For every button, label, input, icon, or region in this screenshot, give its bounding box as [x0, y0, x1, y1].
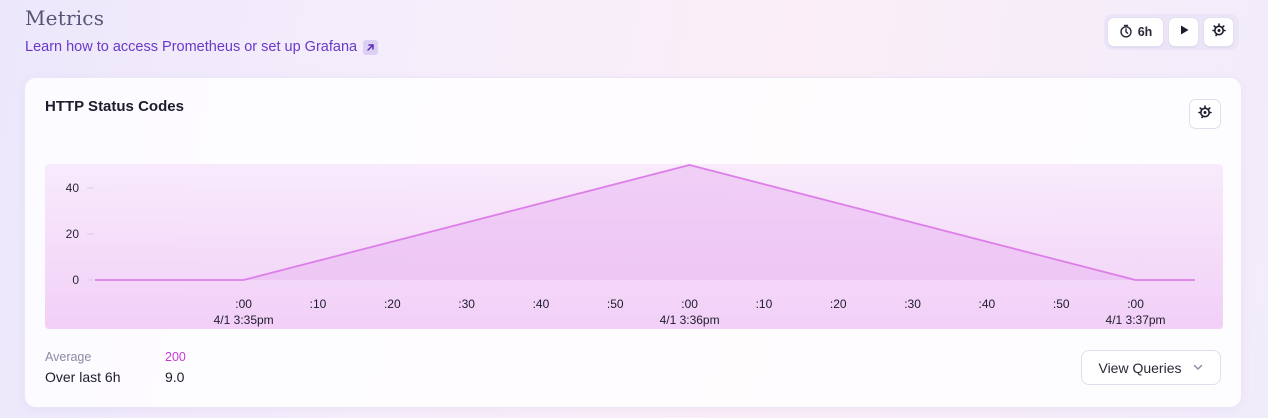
- x-tick-label: :30: [458, 297, 475, 311]
- chart-svg: 0 20 40 :00 4/1 3:35pm :10 :20 :30 :40 :50 :00 4/1 …: [66, 164, 1195, 327]
- series-code-label: 200: [165, 350, 186, 364]
- y-tick-label: 40: [66, 181, 80, 195]
- play-button[interactable]: [1168, 17, 1199, 47]
- time-range-button[interactable]: 6h: [1107, 17, 1164, 47]
- series-area: [95, 165, 1195, 280]
- http-status-card: HTTP Status Codes 0 20 40 :00 4/1 3:35pm :10:…: [24, 77, 1242, 408]
- docs-link[interactable]: Learn how to access Prometheus or set up…: [25, 39, 379, 55]
- x-tick-label: :20: [830, 297, 847, 311]
- time-range-label: 6h: [1137, 25, 1153, 39]
- period-label: Over last 6h: [45, 369, 121, 385]
- x-tick-label: :50: [607, 297, 624, 311]
- average-label: Average: [45, 350, 92, 364]
- play-icon: [1177, 23, 1191, 42]
- chevron-down-icon: [1192, 360, 1204, 376]
- series-average-value: 9.0: [165, 369, 185, 385]
- card-title: HTTP Status Codes: [45, 98, 184, 115]
- docs-link-label: Learn how to access Prometheus or set up…: [25, 39, 358, 55]
- x-tick-date-label: 4/1 3:35pm: [214, 313, 274, 327]
- x-tick-date-label: 4/1 3:36pm: [660, 313, 720, 327]
- y-tick-label: 20: [66, 227, 80, 241]
- x-tick-label: :00: [1127, 297, 1144, 311]
- view-queries-button[interactable]: View Queries: [1081, 350, 1221, 385]
- http-status-chart: 0 20 40 :00 4/1 3:35pm :10 :20 :30 :40 :50 :00 4/1 …: [45, 134, 1223, 330]
- time-toolbar: 6h: [1104, 14, 1239, 50]
- x-tick-label: :40: [979, 297, 996, 311]
- series-line: [95, 164, 1195, 281]
- page-title: Metrics: [25, 6, 105, 30]
- x-tick-label: :00: [235, 297, 252, 311]
- external-link-icon: [363, 39, 379, 55]
- x-tick-label: :30: [904, 297, 921, 311]
- x-tick-label: :10: [310, 297, 327, 311]
- x-tick-label: :10: [756, 297, 773, 311]
- x-tick-date-label: 4/1 3:37pm: [1106, 313, 1166, 327]
- card-grafana-button[interactable]: [1189, 99, 1221, 129]
- view-queries-label: View Queries: [1098, 359, 1182, 376]
- y-tick-label: 0: [72, 273, 79, 287]
- x-tick-label: :00: [681, 297, 698, 311]
- timer-icon: [1119, 24, 1133, 41]
- x-tick-label: :20: [384, 297, 401, 311]
- x-tick-label: :40: [533, 297, 550, 311]
- grafana-button[interactable]: [1203, 17, 1234, 47]
- x-tick-label: :50: [1053, 297, 1070, 311]
- grafana-icon: [1211, 22, 1227, 43]
- grafana-icon: [1197, 104, 1213, 125]
